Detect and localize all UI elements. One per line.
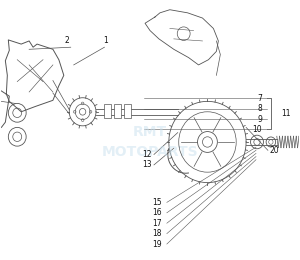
Bar bbox=[124, 105, 131, 118]
Text: 12: 12 bbox=[142, 150, 152, 159]
Text: RMT
MOTOPARTS: RMT MOTOPARTS bbox=[102, 125, 198, 159]
Text: 1: 1 bbox=[103, 36, 108, 45]
Text: 17: 17 bbox=[152, 219, 162, 228]
Text: 11: 11 bbox=[281, 109, 290, 118]
Text: 13: 13 bbox=[142, 160, 152, 169]
Bar bbox=[114, 105, 121, 118]
Text: 18: 18 bbox=[152, 229, 162, 238]
Text: 2: 2 bbox=[64, 36, 69, 45]
Text: 15: 15 bbox=[152, 198, 162, 207]
Text: 9: 9 bbox=[257, 115, 262, 123]
Text: 8: 8 bbox=[257, 104, 262, 113]
Bar bbox=[104, 105, 111, 118]
Text: 20: 20 bbox=[270, 146, 280, 155]
Text: 10: 10 bbox=[252, 125, 262, 134]
Text: 16: 16 bbox=[152, 208, 162, 217]
Text: 19: 19 bbox=[152, 239, 162, 249]
Text: 7: 7 bbox=[257, 94, 262, 103]
